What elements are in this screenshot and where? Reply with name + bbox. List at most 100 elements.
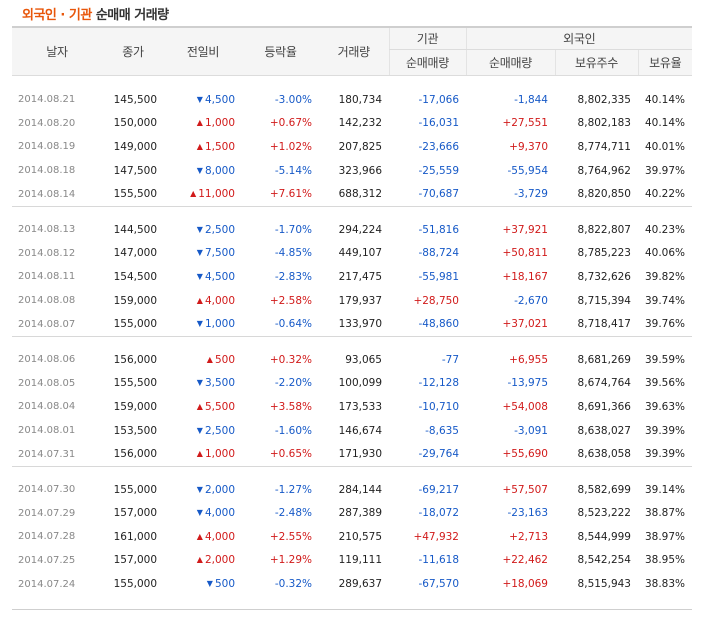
cell-foreign-net: -1,844 — [514, 93, 548, 106]
header-close: 종가 — [102, 26, 164, 76]
cell-inst-net: -70,687 — [418, 188, 459, 201]
table-row: 2014.08.01 153,500 ▼ 2,500 -1.60% 146,674 -8,6… — [12, 419, 692, 443]
cell-close: 155,500 — [113, 377, 157, 390]
arrow-up-icon: ▲ — [196, 531, 203, 541]
table-row: 2014.08.18 147,500 ▼ 8,000 -5.14% 323,966 -25,… — [12, 159, 692, 183]
table-row: 2014.08.14 155,500 ▲ 11,000 +7.61% 688,312 -70… — [12, 182, 692, 206]
arrow-up-icon: ▲ — [196, 449, 203, 459]
cell-holdings: 8,785,223 — [577, 247, 631, 260]
cell-holdings: 8,638,027 — [577, 424, 631, 437]
cell-rate: -2.20% — [274, 377, 312, 390]
arrow-down-icon: ▼ — [196, 165, 203, 175]
cell-change: ▼ 500 — [164, 572, 242, 596]
cell-rate: +2.58% — [269, 294, 312, 307]
header-foreign: 외국인 — [465, 26, 693, 50]
cell-volume: 173,533 — [338, 400, 382, 413]
cell-holdings: 8,674,764 — [577, 377, 631, 390]
change-value: 4,000 — [204, 294, 235, 307]
cell-foreign-net: +37,021 — [502, 318, 548, 331]
change-value: 2,000 — [204, 554, 235, 567]
arrow-down-icon: ▼ — [196, 378, 203, 388]
cell-holdings: 8,774,711 — [577, 140, 631, 153]
cell-hold-ratio: 40.01% — [644, 140, 686, 153]
change-value: 5,500 — [204, 400, 235, 413]
cell-volume: 294,224 — [338, 223, 382, 236]
cell-date: 2014.07.29 — [18, 507, 76, 519]
cell-holdings: 8,582,699 — [577, 483, 631, 496]
cell-rate: +0.67% — [269, 117, 312, 130]
cell-volume: 287,389 — [338, 507, 382, 520]
cell-close: 144,500 — [113, 223, 157, 236]
cell-hold-ratio: 39.39% — [644, 448, 686, 461]
cell-change: ▼ 4,500 — [164, 265, 242, 289]
change-value: 2,000 — [204, 483, 235, 496]
cell-holdings: 8,822,807 — [577, 223, 631, 236]
change-value: 1,000 — [204, 448, 235, 461]
change-value: 4,500 — [204, 270, 235, 283]
cell-inst-net: -29,764 — [418, 448, 459, 461]
separator-cell — [12, 76, 692, 89]
section-title-rest: 순매매 거래량 — [91, 8, 169, 23]
cell-hold-ratio: 38.95% — [644, 554, 686, 567]
table-row: 2014.08.04 159,000 ▲ 5,500 +3.58% 173,533 -10,… — [12, 395, 692, 419]
cell-volume: 323,966 — [338, 164, 382, 177]
cell-inst-net: -12,128 — [418, 377, 459, 390]
cell-inst-net: -25,559 — [418, 164, 459, 177]
cell-inst-net: -23,666 — [418, 140, 459, 153]
cell-rate: -0.32% — [274, 578, 312, 591]
cell-date: 2014.08.07 — [18, 318, 76, 330]
cell-inst-net: -77 — [441, 353, 459, 366]
cell-volume: 289,637 — [338, 578, 382, 591]
cell-hold-ratio: 39.56% — [644, 377, 686, 390]
cell-close: 155,000 — [113, 318, 157, 331]
cell-volume: 179,937 — [338, 294, 382, 307]
change-value: 11,000 — [198, 188, 235, 201]
cell-date: 2014.08.18 — [18, 165, 76, 177]
cell-change: ▼ 2,500 — [164, 218, 242, 242]
cell-hold-ratio: 39.59% — [644, 353, 686, 366]
cell-change: ▼ 8,000 — [164, 159, 242, 183]
cell-rate: +2.55% — [269, 530, 312, 543]
arrow-up-icon: ▲ — [196, 555, 203, 565]
cell-change: ▼ 7,500 — [164, 242, 242, 266]
group-separator — [12, 335, 693, 348]
arrow-up-icon: ▲ — [190, 189, 197, 199]
cell-close: 156,000 — [113, 448, 157, 461]
arrow-down-icon: ▼ — [196, 271, 203, 281]
cell-rate: -2.83% — [274, 270, 312, 283]
cell-rate: -1.60% — [274, 424, 312, 437]
cell-volume: 133,970 — [338, 318, 382, 331]
arrow-down-icon: ▼ — [196, 508, 203, 518]
cell-change: ▲ 2,000 — [164, 549, 242, 573]
investor-trading-table: 날자 종가 전일비 등락율 거래량 기관 외국인 순매매량 순매매량 보유주수 … — [12, 26, 693, 610]
cell-volume: 449,107 — [338, 247, 382, 260]
table-row: 2014.08.06 156,000 ▲ 500 +0.32% 93,065 -77 +6,9… — [12, 348, 692, 372]
cell-rate: +7.61% — [269, 188, 312, 201]
table-row: 2014.07.28 161,000 ▲ 4,000 +2.55% 210,575 +47,… — [12, 525, 692, 549]
end-line-cell — [12, 595, 693, 610]
section-title: 외국인 · 기관 순매매 거래량 — [22, 4, 169, 23]
cell-close: 155,500 — [113, 188, 157, 201]
cell-inst-net: -69,217 — [418, 483, 459, 496]
change-value: 2,500 — [204, 424, 235, 437]
cell-inst-net: -55,981 — [418, 270, 459, 283]
cell-foreign-net: +2,713 — [509, 530, 548, 543]
arrow-down-icon: ▼ — [196, 224, 203, 234]
arrow-down-icon: ▼ — [196, 319, 203, 329]
cell-volume: 180,734 — [338, 93, 382, 106]
table-row: 2014.08.12 147,000 ▼ 7,500 -4.85% 449,107 -88,… — [12, 242, 692, 266]
cell-volume: 142,232 — [338, 117, 382, 130]
arrow-up-icon: ▲ — [196, 141, 203, 151]
cell-date: 2014.08.20 — [18, 117, 76, 129]
cell-holdings: 8,715,394 — [577, 294, 631, 307]
cell-close: 149,000 — [113, 140, 157, 153]
cell-change: ▼ 4,500 — [164, 88, 242, 112]
change-value: 500 — [214, 353, 235, 366]
arrow-down-icon: ▼ — [196, 425, 203, 435]
cell-hold-ratio: 38.97% — [644, 530, 686, 543]
cell-inst-net: -51,816 — [418, 223, 459, 236]
cell-change: ▼ 2,500 — [164, 419, 242, 443]
cell-close: 159,000 — [113, 294, 157, 307]
cell-hold-ratio: 39.63% — [644, 400, 686, 413]
cell-holdings: 8,515,943 — [577, 578, 631, 591]
